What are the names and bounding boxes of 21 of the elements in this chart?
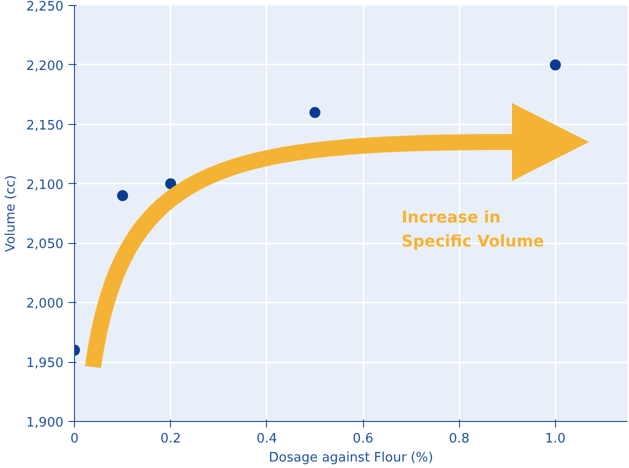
y-tick-label: 2,200 (26, 58, 64, 74)
x-tick-label: 0 (70, 432, 79, 446)
x-tick-label: 0.2 (160, 432, 182, 446)
point (117, 190, 128, 202)
x-tick-label: 1.0 (545, 432, 566, 446)
y-tick-label: 2,000 (26, 296, 64, 312)
y-tick-label: 2,050 (26, 237, 64, 252)
y-tick-label: 1,900 (26, 416, 64, 430)
y-tick-label: 1,950 (26, 356, 64, 372)
point (550, 59, 561, 70)
x-axis-title: Dosage against Flour (%) (268, 450, 434, 466)
y-axis-title: Volume (cc) (3, 175, 18, 252)
point (309, 106, 320, 118)
y-tick-label: 2,150 (26, 118, 64, 134)
y-tick-label: 2,100 (26, 178, 64, 193)
point (165, 178, 176, 190)
annotation: Increase in Specific Volume (401, 208, 544, 250)
x-tick-label: 0.8 (448, 432, 470, 446)
x-tick-label: 0.4 (256, 432, 278, 446)
y-tick-label: 2,250 (26, 0, 64, 14)
x-tick-label: 0.6 (352, 432, 374, 446)
